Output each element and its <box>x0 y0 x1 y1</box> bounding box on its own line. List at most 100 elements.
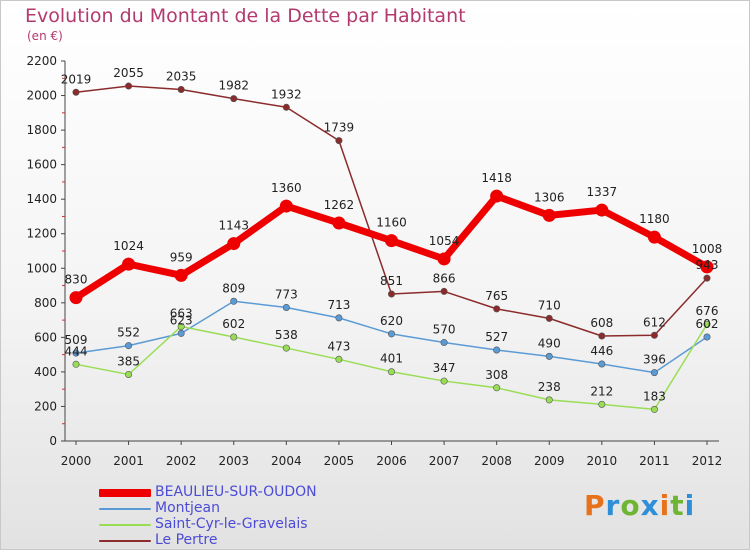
data-point-saint-cyr-le-gravelais <box>598 400 606 408</box>
data-point-saint-cyr-le-gravelais <box>125 370 133 378</box>
data-label-montjean: 602 <box>696 317 719 331</box>
data-point-le-pertre <box>545 314 553 322</box>
data-label-montjean: 570 <box>433 323 456 337</box>
data-point-saint-cyr-le-gravelais <box>282 344 290 352</box>
data-label-le-pertre: 866 <box>433 271 456 285</box>
data-point-le-pertre <box>125 82 133 90</box>
chart-title: Evolution du Montant de la Dette par Hab… <box>25 5 466 27</box>
data-label-montjean: 620 <box>380 314 403 328</box>
logo-letter: i <box>684 489 696 522</box>
data-label-montjean: 552 <box>117 326 140 340</box>
data-point-montjean <box>177 329 185 337</box>
x-tick-label: 2007 <box>429 454 460 468</box>
data-point-montjean <box>282 303 290 311</box>
data-point-montjean <box>598 360 606 368</box>
data-point-montjean <box>493 346 501 354</box>
data-label-le-pertre: 1982 <box>218 79 249 93</box>
legend-swatch <box>99 524 151 526</box>
data-point-beaulieu-sur-oudon <box>279 199 293 213</box>
data-point-le-pertre <box>177 86 185 94</box>
data-label-montjean: 713 <box>327 298 350 312</box>
data-point-montjean <box>230 297 238 305</box>
x-tick-label: 2004 <box>271 454 302 468</box>
data-label-beaulieu-sur-oudon: 1262 <box>324 198 355 212</box>
y-tick-label: 1200 <box>26 227 57 241</box>
data-label-saint-cyr-le-gravelais: 663 <box>170 306 193 320</box>
data-point-le-pertre <box>440 287 448 295</box>
y-tick-label: 2000 <box>26 89 57 103</box>
y-tick-label: 800 <box>34 296 57 310</box>
legend-label: BEAULIEU-SUR-OUDON <box>155 484 317 500</box>
data-point-saint-cyr-le-gravelais <box>387 368 395 376</box>
data-label-saint-cyr-le-gravelais: 602 <box>222 317 245 331</box>
x-tick-label: 2003 <box>218 454 249 468</box>
x-tick-label: 2012 <box>692 454 723 468</box>
data-point-saint-cyr-le-gravelais <box>440 377 448 385</box>
data-point-beaulieu-sur-oudon <box>700 260 714 274</box>
data-label-saint-cyr-le-gravelais: 183 <box>643 389 666 403</box>
data-point-beaulieu-sur-oudon <box>332 216 346 230</box>
data-point-beaulieu-sur-oudon <box>647 230 661 244</box>
data-label-beaulieu-sur-oudon: 1337 <box>587 185 618 199</box>
data-point-montjean <box>387 330 395 338</box>
data-label-le-pertre: 1932 <box>271 87 302 101</box>
data-label-beaulieu-sur-oudon: 1143 <box>218 219 249 233</box>
data-point-saint-cyr-le-gravelais <box>230 333 238 341</box>
y-tick-label: 600 <box>34 330 57 344</box>
data-label-montjean: 490 <box>538 336 561 350</box>
legend-label: Le Pertre <box>155 532 218 548</box>
data-point-beaulieu-sur-oudon <box>595 203 609 217</box>
data-label-beaulieu-sur-oudon: 1306 <box>534 190 565 204</box>
data-point-le-pertre <box>335 137 343 145</box>
data-point-le-pertre <box>493 305 501 313</box>
logo-letter: x <box>640 489 660 522</box>
data-label-beaulieu-sur-oudon: 1180 <box>639 212 670 226</box>
y-tick-label: 1600 <box>26 158 57 172</box>
data-label-montjean: 396 <box>643 353 666 367</box>
x-tick-label: 2002 <box>166 454 197 468</box>
data-label-le-pertre: 710 <box>538 298 561 312</box>
data-label-saint-cyr-le-gravelais: 212 <box>590 384 613 398</box>
data-label-le-pertre: 612 <box>643 315 666 329</box>
legend-label: Montjean <box>155 500 220 516</box>
data-point-le-pertre <box>703 274 711 282</box>
data-point-montjean <box>703 333 711 341</box>
legend-label: Saint-Cyr-le-Gravelais <box>155 516 308 532</box>
data-label-le-pertre: 765 <box>485 289 508 303</box>
data-label-beaulieu-sur-oudon: 959 <box>170 250 193 264</box>
y-tick-label: 0 <box>49 434 57 448</box>
data-point-le-pertre <box>72 88 80 96</box>
chart-subtitle: (en €) <box>27 29 63 43</box>
data-point-beaulieu-sur-oudon <box>385 234 398 248</box>
data-point-beaulieu-sur-oudon <box>490 189 504 203</box>
data-label-beaulieu-sur-oudon: 1418 <box>481 171 512 185</box>
data-point-montjean <box>545 352 553 360</box>
data-label-le-pertre: 851 <box>380 274 403 288</box>
data-label-saint-cyr-le-gravelais: 308 <box>485 368 508 382</box>
x-tick-label: 2001 <box>113 454 144 468</box>
data-label-beaulieu-sur-oudon: 1160 <box>376 216 407 230</box>
data-point-saint-cyr-le-gravelais <box>335 355 343 363</box>
data-point-montjean <box>440 339 448 347</box>
data-point-beaulieu-sur-oudon <box>542 208 556 222</box>
data-point-saint-cyr-le-gravelais <box>703 320 711 328</box>
legend-swatch <box>99 540 151 542</box>
data-label-saint-cyr-le-gravelais: 347 <box>433 361 456 375</box>
data-label-saint-cyr-le-gravelais: 473 <box>327 339 350 353</box>
logo-letter: o <box>620 489 641 522</box>
y-tick-label: 1800 <box>26 123 57 137</box>
data-point-le-pertre <box>650 331 658 339</box>
data-point-saint-cyr-le-gravelais <box>72 360 80 368</box>
y-tick-label: 200 <box>34 399 57 413</box>
data-label-saint-cyr-le-gravelais: 401 <box>380 352 403 366</box>
data-label-le-pertre: 2055 <box>113 66 144 80</box>
series-line-le-pertre <box>75 85 708 337</box>
data-point-le-pertre <box>598 332 606 340</box>
data-label-montjean: 527 <box>485 330 508 344</box>
data-label-beaulieu-sur-oudon: 1024 <box>113 239 144 253</box>
data-point-beaulieu-sur-oudon <box>69 291 83 305</box>
data-label-le-pertre: 2019 <box>61 72 92 86</box>
data-point-beaulieu-sur-oudon <box>437 252 451 266</box>
